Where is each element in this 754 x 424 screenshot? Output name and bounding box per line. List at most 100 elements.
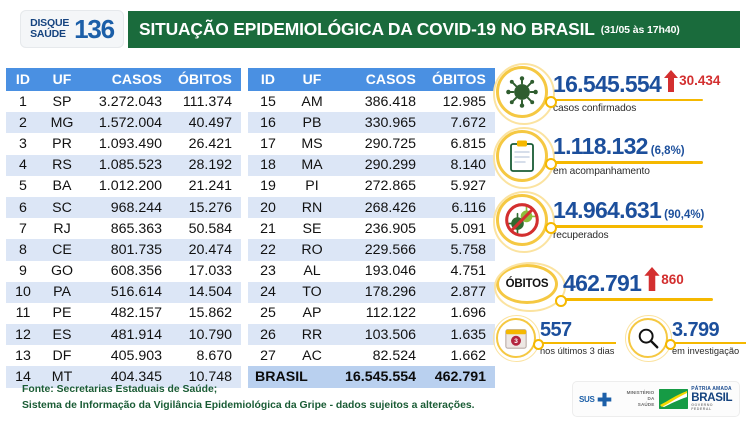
table-row: 12 ES 481.914 10.790 <box>6 324 241 346</box>
stat-confirmed-cases: 16.545.554 30.434 casos confirmados <box>493 60 754 125</box>
cell-uf: ES <box>52 326 72 343</box>
table-row: 3 PR 1.093.490 26.421 <box>6 133 241 155</box>
mini-stats-row: 3 557 nos últimos 3 dias 3.799 <box>493 315 754 362</box>
deaths-badge: ÓBITOS <box>494 262 566 312</box>
cell-obitos: 5.758 <box>450 241 486 258</box>
clipboard-icon <box>493 127 555 189</box>
cell-casos: 1.572.004 <box>98 114 162 131</box>
table-row: 19 PI 272.865 5.927 <box>248 175 495 197</box>
cell-casos: 608.356 <box>110 263 162 280</box>
disque-saude-words: DISQUE SAÚDE <box>30 18 69 39</box>
cell-casos: 1.012.200 <box>98 178 162 195</box>
title-bar: SITUAÇÃO EPIDEMIOLÓGICA DA COVID-19 NO B… <box>128 11 740 48</box>
col-header-id: ID <box>248 68 288 91</box>
cell-obitos: 7.672 <box>450 114 486 131</box>
cell-id: 4 <box>19 157 27 174</box>
cell-casos: 968.244 <box>110 199 162 216</box>
table-header-row: ID UF CASOS ÓBITOS <box>6 68 241 91</box>
health-cross-icon <box>597 392 611 406</box>
cell-casos: 482.157 <box>110 305 162 322</box>
state-table-left: ID UF CASOS ÓBITOS 1 SP 3.272.043 111.374 2 M… <box>6 68 241 388</box>
col-header-obitos: ÓBITOS <box>170 68 241 91</box>
cell-obitos: 10.748 <box>188 369 232 386</box>
cell-id: 9 <box>19 263 27 280</box>
cell-id: 26 <box>260 326 276 343</box>
stat-recovered: 14.964.631 (90,4%) recuperados <box>493 188 754 253</box>
col-header-casos: CASOS <box>84 68 170 91</box>
ministry-line-2: SAÚDE <box>637 401 655 407</box>
table-row: 13 DF 405.903 8.670 <box>6 345 241 367</box>
cell-uf: MG <box>50 114 74 131</box>
cell-uf: BA <box>52 178 72 195</box>
stat-monitoring-body: 1.118.132 (6,8%) em acompanhamento <box>545 135 754 177</box>
cell-obitos: 5.091 <box>450 220 486 237</box>
cell-casos: 1.085.523 <box>98 157 162 174</box>
source-note: Fonte: Secretarias Estaduais de Saúde; S… <box>22 382 475 414</box>
last-3-days-value: 557 <box>540 319 572 342</box>
monitoring-percent: (6,8%) <box>650 145 685 158</box>
deaths-value: 462.791 <box>563 270 642 297</box>
col-header-obitos: ÓBITOS <box>424 68 495 91</box>
disque-word: DISQUE <box>30 17 70 30</box>
cell-casos: 178.296 <box>364 284 416 301</box>
cell-casos: 82.524 <box>372 347 416 364</box>
cell-id: 20 <box>260 199 276 216</box>
cell-uf: PB <box>302 114 322 131</box>
stat-confirmed-numbers: 16.545.554 30.434 <box>553 69 754 97</box>
cell-uf: DF <box>52 347 72 364</box>
cell-casos: 193.046 <box>364 263 416 280</box>
ministry-of-health-label: MINISTÉRIO DA SAÚDE <box>627 390 655 408</box>
cell-uf: AP <box>302 305 322 322</box>
cell-id: 10 <box>15 284 31 301</box>
stat-underline <box>545 222 703 233</box>
deaths-delta-value: 860 <box>661 271 684 287</box>
cell-id: 15 <box>260 93 276 110</box>
arrow-up-icon <box>644 267 660 292</box>
cell-obitos: 15.862 <box>188 305 232 322</box>
total-obitos: 462.791 <box>434 369 486 386</box>
ministry-line-1: MINISTÉRIO DA <box>626 390 655 402</box>
table-row: 2 MG 1.572.004 40.497 <box>6 112 241 134</box>
cell-obitos: 28.192 <box>188 157 232 174</box>
cell-obitos: 21.241 <box>188 178 232 195</box>
patria-amada-brasil-logo: PÁTRIA AMADA BRASIL GOVERNO FEDERAL <box>659 386 733 412</box>
cell-uf: RR <box>301 326 323 343</box>
stat-monitoring: 1.118.132 (6,8%) em acompanhamento <box>493 124 754 189</box>
hotline-number: 136 <box>74 14 115 44</box>
confirmed-delta-value: 30.434 <box>679 73 721 89</box>
stat-deaths-numbers: 462.791 860 <box>563 267 754 295</box>
sus-label: SUS <box>579 394 595 404</box>
stat-recovered-body: 14.964.631 (90,4%) recuperados <box>545 199 754 241</box>
page-title: SITUAÇÃO EPIDEMIOLÓGICA DA COVID-19 NO B… <box>139 19 595 39</box>
cell-uf: SP <box>52 93 72 110</box>
cell-casos: 404.345 <box>110 369 162 386</box>
cell-obitos: 2.877 <box>450 284 486 301</box>
confirmed-cases-value: 16.545.554 <box>553 70 662 97</box>
sus-logo: SUS <box>579 391 613 408</box>
cell-id: 27 <box>260 347 276 364</box>
magnifier-icon <box>625 315 672 362</box>
table-row: 17 MS 290.725 6.815 <box>248 133 495 155</box>
deaths-badge-label: ÓBITOS <box>505 278 549 290</box>
table-row: 4 RS 1.085.523 28.192 <box>6 154 241 176</box>
cell-id: 22 <box>260 241 276 258</box>
cell-casos: 481.914 <box>110 326 162 343</box>
cell-casos: 112.122 <box>365 305 416 322</box>
table-body-right: 15 AM 386.418 12.985 16 PB 330.965 7.672 17 MS 290… <box>248 91 495 388</box>
recovered-percent: (90,4%) <box>664 209 705 222</box>
table-total-row: BRASIL 16.545.554 462.791 <box>248 366 495 388</box>
cell-obitos: 40.497 <box>188 114 232 131</box>
stat-recovered-numbers: 14.964.631 (90,4%) <box>553 199 754 222</box>
cell-id: 21 <box>260 220 276 237</box>
cell-casos: 516.614 <box>110 284 162 301</box>
last-3-days-caption: nos últimos 3 dias <box>540 345 615 356</box>
stat-deaths: ÓBITOS 462.791 860 <box>494 252 754 316</box>
cell-casos: 3.272.043 <box>98 93 162 110</box>
brazil-flag-icon <box>659 389 689 409</box>
cell-id: 6 <box>19 199 27 216</box>
cell-obitos: 8.140 <box>450 157 486 174</box>
cell-id: 5 <box>19 178 27 195</box>
cell-uf: SE <box>302 220 322 237</box>
stat-underline <box>555 295 713 306</box>
arrow-up-icon <box>664 69 679 92</box>
